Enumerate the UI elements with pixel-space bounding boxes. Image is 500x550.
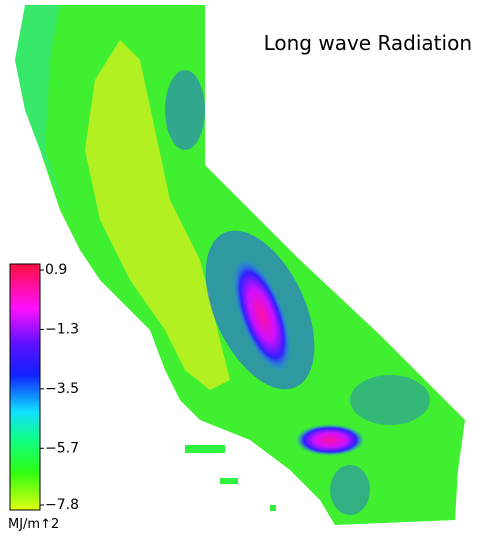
desert-ranges (330, 465, 370, 515)
island (270, 505, 276, 511)
north-mountains (165, 70, 205, 150)
sierra-peak (232, 258, 292, 372)
colorbar-tick-label: −1.3 (45, 321, 79, 337)
colorbar-tick-label: −5.7 (45, 440, 79, 456)
central-valley (85, 40, 230, 390)
island (220, 478, 238, 484)
south-peak (295, 424, 365, 456)
colorbar-tick-label: −7.8 (45, 497, 79, 513)
coast-band (15, 5, 70, 220)
colorbar (9, 263, 41, 511)
colorbar-tick-label: 0.9 (45, 262, 67, 278)
colorbar-unit: MJ/m↑2 (8, 517, 59, 532)
map-title: Long wave Radiation (264, 31, 472, 55)
california (15, 5, 465, 525)
island (185, 445, 225, 453)
colorbar-tick-label: −3.5 (45, 381, 79, 397)
desert-ranges (350, 375, 430, 425)
